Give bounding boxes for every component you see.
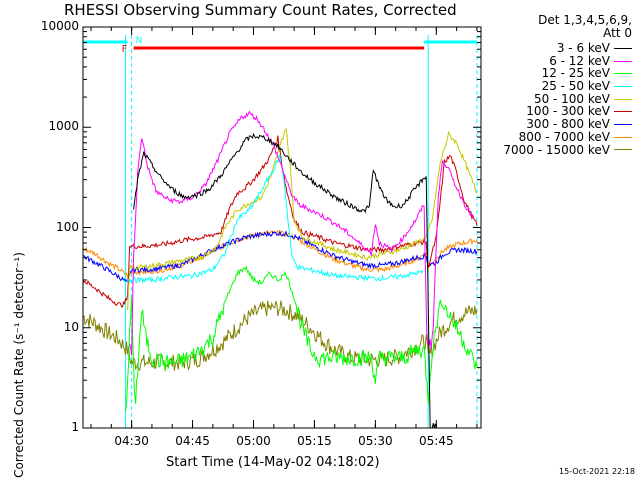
legend-label: 100 - 300 keV [526, 104, 610, 119]
flag-layer: FN [83, 35, 478, 428]
legend-entry: 100 - 300 keV [503, 105, 632, 118]
y-tick-label: 1 [71, 420, 79, 434]
legend-label: 300 - 800 keV [526, 117, 610, 132]
series-line-800-7000-kev [82, 229, 478, 280]
x-tick-label: 04:30 [114, 434, 149, 448]
legend-entry: 12 - 25 keV [503, 67, 632, 80]
x-tick-label: 05:15 [297, 434, 332, 448]
legend-entry: 800 - 7000 keV [503, 131, 632, 144]
series-line-100-300-kev [82, 135, 478, 308]
series-line-25-50-kev [123, 154, 424, 284]
series-line-12-25-kev [125, 265, 478, 412]
legend-swatch [614, 60, 632, 62]
series-layer [82, 110, 478, 429]
y-tick-label: 1000 [48, 119, 79, 134]
y-tick-label: 10 [63, 319, 79, 334]
legend-swatch [614, 85, 632, 87]
chart-svg: FN [82, 26, 482, 429]
legend-label: 50 - 100 keV [533, 91, 610, 106]
legend-label: 3 - 6 keV [556, 41, 610, 55]
legend-header: Det 1,3,4,5,6,9, Att 0 [538, 14, 632, 40]
legend-header-attenuator: Att 0 [603, 26, 632, 40]
legend-header-detectors: Det 1,3,4,5,6,9, [538, 13, 632, 27]
series-line-300-800-kev [82, 229, 478, 283]
legend-label: 25 - 50 keV [541, 79, 610, 94]
legend-label: 7000 - 15000 keV [503, 142, 610, 157]
plot-frame [82, 26, 482, 429]
legend-label: 12 - 25 keV [541, 66, 610, 81]
flare-flag-label: F [122, 44, 128, 55]
legend-entry: 6 - 12 keV [503, 53, 632, 68]
legend-entry: 7000 - 15000 keV [503, 142, 632, 157]
legend-swatch [614, 47, 632, 49]
x-tick-label: 05:30 [358, 434, 393, 448]
date-stamp: 15-Oct-2021 22:18 [559, 467, 635, 476]
night-flag-label: N [136, 36, 143, 46]
x-tick-label: 05:45 [419, 434, 454, 448]
legend-entry: 3 - 6 keV [503, 42, 632, 55]
axes-layer [83, 26, 481, 429]
legend-swatch [614, 111, 632, 113]
y-axis-label: Corrected Count Rate (s⁻¹ detector⁻¹) [12, 252, 26, 478]
x-tick-label: 04:45 [175, 434, 210, 448]
legend-swatch [614, 73, 632, 75]
legend-entry: 25 - 50 keV [503, 80, 632, 93]
series-line-50-100-kev [127, 127, 478, 311]
series-line-3-6-kev [133, 132, 439, 429]
legend-label: 800 - 7000 keV [518, 129, 610, 144]
legend-label: 6 - 12 keV [549, 53, 610, 68]
legend-swatch [614, 123, 632, 125]
series-line-7000-15000-kev [82, 300, 478, 372]
x-tick-label: 05:00 [236, 434, 271, 448]
legend-entry: 300 - 800 keV [503, 118, 632, 131]
legend-swatch [614, 149, 632, 151]
y-tick-label: 10000 [40, 19, 79, 33]
legend-swatch [614, 98, 632, 100]
y-tick-label: 100 [56, 219, 79, 234]
legend: 3 - 6 keV 6 - 12 keV 12 - 25 keV 25 - 50 ke… [503, 42, 632, 156]
legend-swatch [614, 136, 632, 138]
legend-entry: 50 - 100 keV [503, 93, 632, 106]
x-axis-label: Start Time (14-May-02 04:18:02) [166, 455, 380, 470]
chart-title: RHESSI Observing Summary Count Rates, Co… [64, 1, 457, 19]
